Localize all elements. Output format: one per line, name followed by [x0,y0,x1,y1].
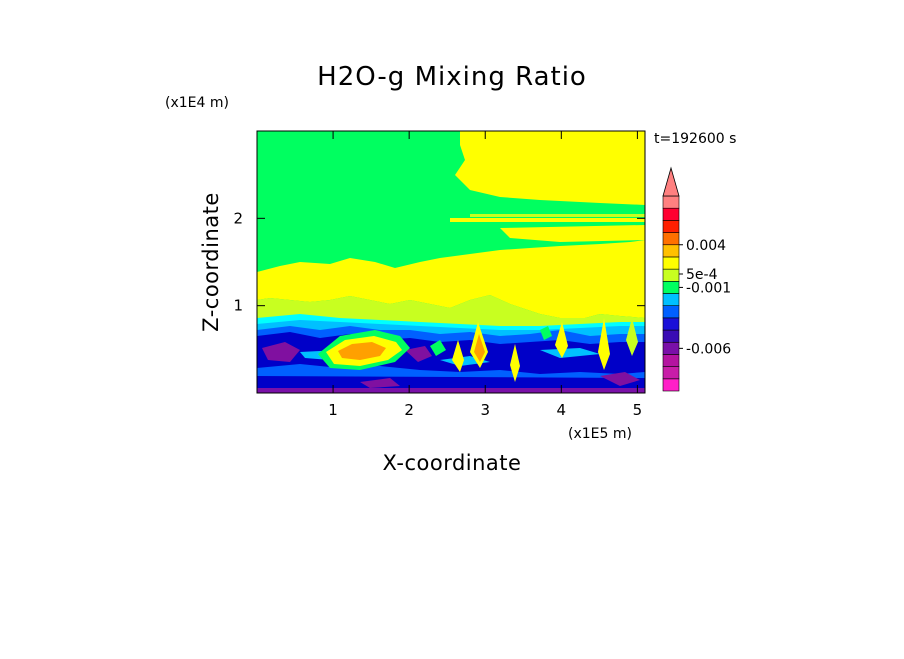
colorbar-band [662,329,680,343]
region-purple-bottom [257,388,645,393]
region-green-spot-1 [430,340,446,356]
region-purple-3 [600,372,640,386]
colorbar-band [662,341,680,355]
colorbar-band [662,378,680,392]
x-tick-label: 1 [328,401,338,419]
region-plume-4 [555,322,568,358]
colorbar-band [662,195,680,209]
streak-sky-3 [540,348,600,358]
y-tick-label: 2 [233,209,243,227]
region-purple-1 [262,342,300,362]
region-plume-5 [598,318,610,370]
streak-green-1 [460,208,645,214]
colorbar-label: -0.006 [686,341,731,357]
region-orange-core-large [338,342,386,360]
x-tick-label: 3 [480,401,490,419]
region-plume-6 [626,318,638,356]
colorbar-band [662,317,680,331]
region-upper-yellow [455,131,645,205]
chart-title: H2O-g Mixing Ratio [317,62,587,92]
colorbar-band [662,232,680,246]
colorbar-band [662,281,680,294]
region-upper-yellow-blob [478,155,515,188]
colorbar-band [662,207,680,221]
colorbar-band [662,220,680,233]
plot-frame [256,130,646,394]
region-green-spot-2 [540,326,552,340]
streak-light-1 [470,214,645,217]
streak-yellow-1 [450,218,645,222]
x-scale-note: (x1E5 m) [568,426,632,442]
colorbar-label: -0.001 [686,280,731,296]
x-tick-label: 4 [557,401,567,419]
region-mid-yellow-2 [500,225,645,242]
x-tick-label: 2 [404,401,414,419]
region-purple-4 [360,378,400,388]
colorbar-band [662,366,680,380]
colorbar-band [662,244,680,258]
streak-green-2 [470,222,645,227]
region-plume-3 [510,344,520,382]
colorbar-band [662,354,680,367]
colorbar-band [662,256,680,270]
time-label: t=192600 s [654,131,736,147]
colorbar-band [662,305,680,319]
region-plume-1 [452,340,464,372]
colorbar-label: 0.004 [686,238,726,254]
colorbar-label: 5e-4 [686,267,718,283]
region-middle-yellow [257,240,645,318]
y-tick-label: 1 [233,297,243,315]
y-axis-label: Z-coordinate [199,192,223,332]
y-scale-note: (x1E4 m) [165,95,229,111]
contour-field [257,131,645,393]
x-ticks: 1 2 3 4 5 [328,131,642,419]
region-purple-2 [405,346,432,362]
colorbar-band [662,268,680,282]
x-axis-label: X-coordinate [383,451,522,475]
colorbar-extend-arrow [662,166,680,197]
y-ticks: 12 [233,209,645,315]
x-tick-label: 5 [633,401,643,419]
colorbar-band [662,293,680,306]
region-plume-2-core [474,334,485,362]
